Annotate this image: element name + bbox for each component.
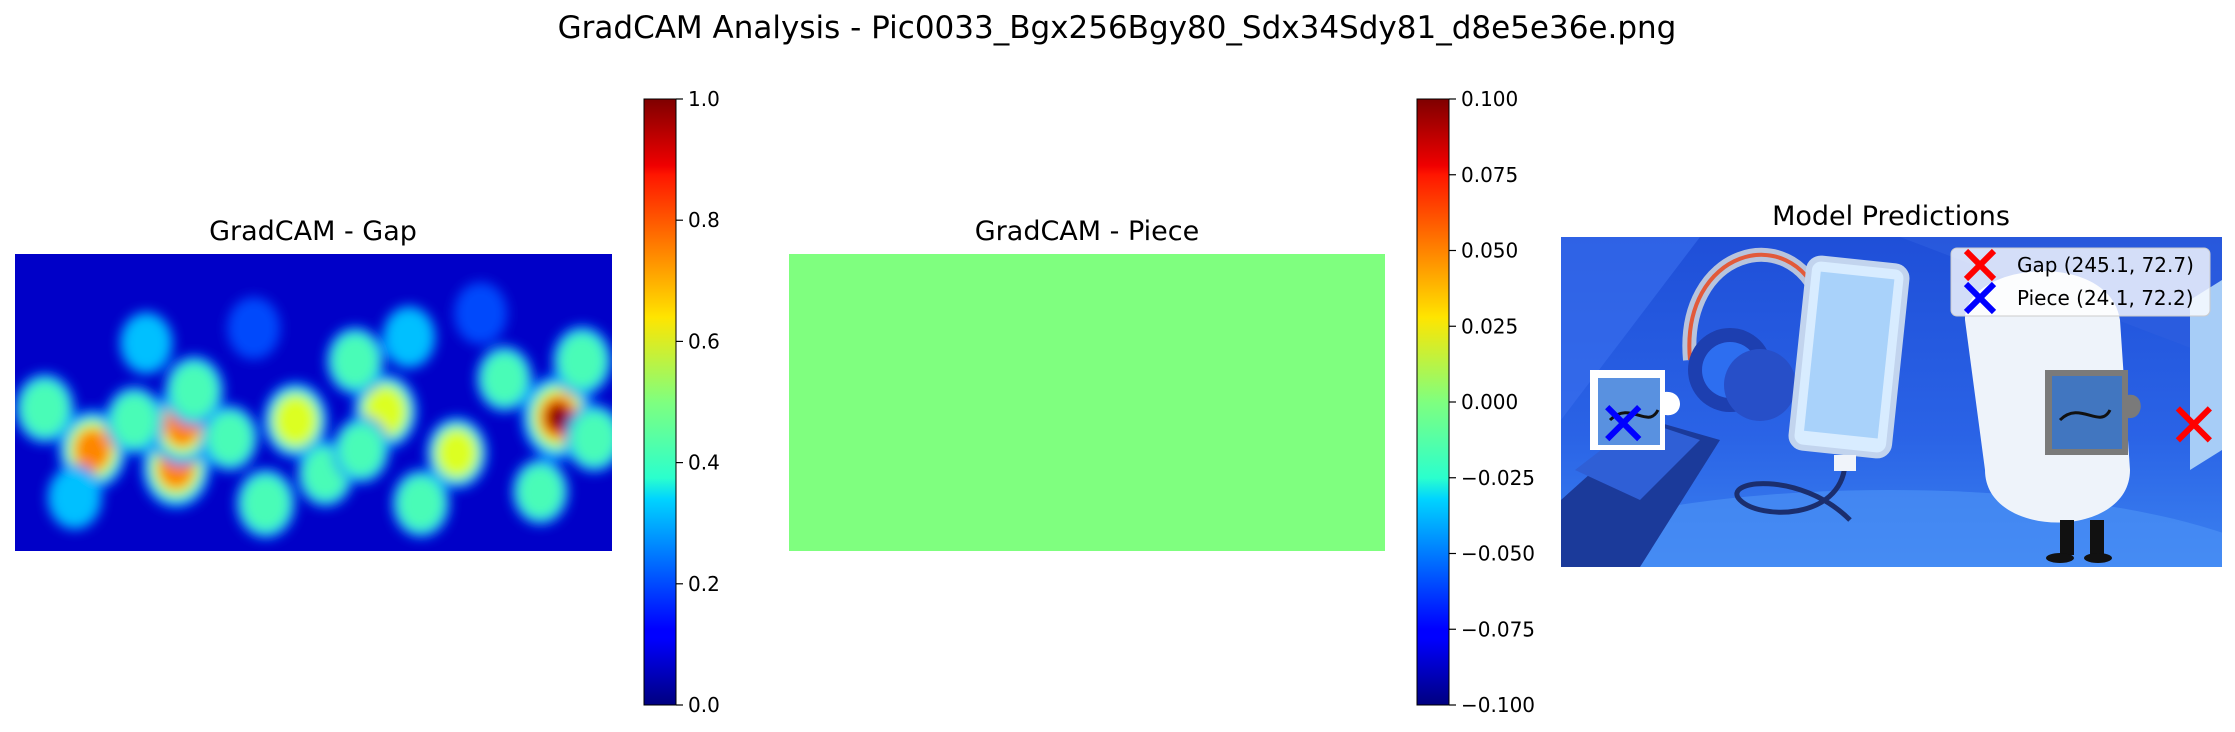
gap-hotspot bbox=[118, 310, 174, 376]
piece-colorbar-tick-label: −0.050 bbox=[1461, 542, 1535, 566]
gap-colorbar-tick-label: 1.0 bbox=[688, 87, 720, 111]
prediction-markers bbox=[1605, 405, 2212, 443]
gap-hotspot bbox=[46, 464, 103, 531]
gap-hotspot bbox=[475, 344, 534, 413]
piece-colorbar-tick-label: 0.075 bbox=[1461, 163, 1518, 187]
gap-colorbar-tick-label: 0.0 bbox=[688, 693, 720, 717]
piece-colorbar-tick-label: 0.000 bbox=[1461, 390, 1518, 414]
gap-colorbar-tick-label: 0.8 bbox=[688, 208, 720, 232]
piece-colorbar bbox=[1416, 98, 1450, 706]
legend-label: Piece (24.1, 72.2) bbox=[2017, 286, 2194, 310]
legend-entry-1: Piece (24.1, 72.2) bbox=[1963, 281, 2194, 315]
piece-heatmap bbox=[789, 254, 1385, 551]
gap-hotspot bbox=[227, 296, 281, 360]
gap-hotspot bbox=[511, 457, 570, 526]
gap-hotspot bbox=[564, 403, 612, 474]
gap-hotspot bbox=[381, 304, 437, 370]
piece-colorbar-tick-label: −0.100 bbox=[1461, 693, 1535, 717]
gap-hotspot bbox=[425, 416, 489, 490]
gap-hotspot bbox=[332, 416, 391, 485]
piece-colorbar-tick-label: −0.075 bbox=[1461, 617, 1535, 641]
gap-hotspot bbox=[15, 372, 76, 445]
gap-hotspot bbox=[104, 385, 165, 456]
gap-hotspot bbox=[391, 468, 451, 539]
gap-colorbar-ticks: 0.0 0.2 0.4 0.6 0.8 1.0 bbox=[676, 87, 720, 717]
predictions-title: Model Predictions bbox=[1772, 201, 2010, 232]
legend-entry-0: Gap (245.1, 72.7) bbox=[1963, 248, 2194, 282]
piece-colorbar-ticks: −0.100 −0.075 −0.050 −0.025 0.000 0.025 0.050 0… bbox=[1449, 87, 1535, 717]
prediction-marker-1 bbox=[1605, 405, 1642, 442]
gap-hotspot bbox=[235, 467, 297, 540]
gap-hotspot bbox=[201, 404, 259, 473]
gap-colorbar-tick-label: 0.4 bbox=[688, 451, 720, 475]
piece-colorbar-tick-label: 0.050 bbox=[1461, 239, 1518, 263]
piece-colorbar-tick-label: 0.025 bbox=[1461, 314, 1518, 338]
gap-hotspot bbox=[262, 381, 329, 460]
prediction-marker-0 bbox=[2175, 406, 2212, 443]
gap-colorbar-tick-label: 0.2 bbox=[688, 572, 720, 596]
legend-label: Gap (245.1, 72.7) bbox=[2017, 253, 2194, 277]
gap-hotspot bbox=[163, 354, 225, 427]
piece-colorbar-tick-label: 0.100 bbox=[1461, 87, 1518, 111]
gap-heatmap bbox=[15, 254, 612, 551]
figure-suptitle: GradCAM Analysis - Pic0033_Bgx256Bgy80_S… bbox=[558, 10, 1677, 46]
piece-heatmap-title: GradCAM - Piece bbox=[975, 216, 1200, 247]
gap-heatmap-title: GradCAM - Gap bbox=[209, 216, 417, 247]
gap-hotspot bbox=[551, 325, 612, 397]
gap-hotspot bbox=[454, 282, 508, 345]
gap-colorbar bbox=[643, 98, 677, 706]
piece-colorbar-tick-label: −0.025 bbox=[1461, 466, 1535, 490]
gap-hotspot bbox=[325, 325, 385, 396]
gap-colorbar-tick-label: 0.6 bbox=[688, 329, 720, 353]
predictions-legend: Gap (245.1, 72.7) Piece (24.1, 72.2) bbox=[1950, 247, 2211, 317]
